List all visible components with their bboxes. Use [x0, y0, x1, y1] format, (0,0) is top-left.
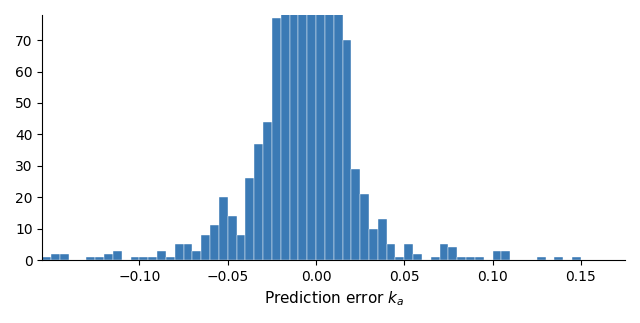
Bar — [404, 244, 413, 260]
Bar — [201, 235, 210, 260]
Bar — [272, 18, 281, 260]
Bar — [333, 0, 342, 260]
Bar — [166, 257, 175, 260]
Bar — [307, 0, 316, 260]
Bar — [60, 254, 69, 260]
Bar — [254, 144, 263, 260]
Bar — [360, 194, 369, 260]
Bar — [113, 251, 122, 260]
Bar — [475, 257, 484, 260]
Bar — [157, 251, 166, 260]
Bar — [140, 257, 148, 260]
Bar — [193, 251, 201, 260]
Bar — [263, 122, 272, 260]
Bar — [431, 257, 440, 260]
Bar — [413, 254, 422, 260]
Bar — [219, 197, 228, 260]
Bar — [466, 257, 475, 260]
Bar — [245, 178, 254, 260]
Bar — [387, 244, 396, 260]
Bar — [537, 257, 545, 260]
Bar — [95, 257, 104, 260]
Bar — [396, 257, 404, 260]
Bar — [281, 0, 289, 260]
Bar — [449, 247, 457, 260]
Bar — [51, 254, 60, 260]
Bar — [378, 219, 387, 260]
X-axis label: Prediction error $k_a$: Prediction error $k_a$ — [264, 289, 404, 308]
Bar — [175, 244, 184, 260]
Bar — [493, 251, 501, 260]
Bar — [457, 257, 466, 260]
Bar — [104, 254, 113, 260]
Bar — [325, 0, 333, 260]
Bar — [351, 169, 360, 260]
Bar — [572, 257, 581, 260]
Bar — [369, 229, 378, 260]
Bar — [184, 244, 193, 260]
Bar — [237, 235, 245, 260]
Bar — [501, 251, 510, 260]
Bar — [289, 0, 298, 260]
Bar — [210, 225, 219, 260]
Bar — [148, 257, 157, 260]
Bar — [86, 257, 95, 260]
Bar — [316, 0, 325, 260]
Bar — [554, 257, 563, 260]
Bar — [298, 0, 307, 260]
Bar — [440, 244, 449, 260]
Bar — [342, 40, 351, 260]
Bar — [131, 257, 140, 260]
Bar — [228, 216, 237, 260]
Bar — [42, 257, 51, 260]
